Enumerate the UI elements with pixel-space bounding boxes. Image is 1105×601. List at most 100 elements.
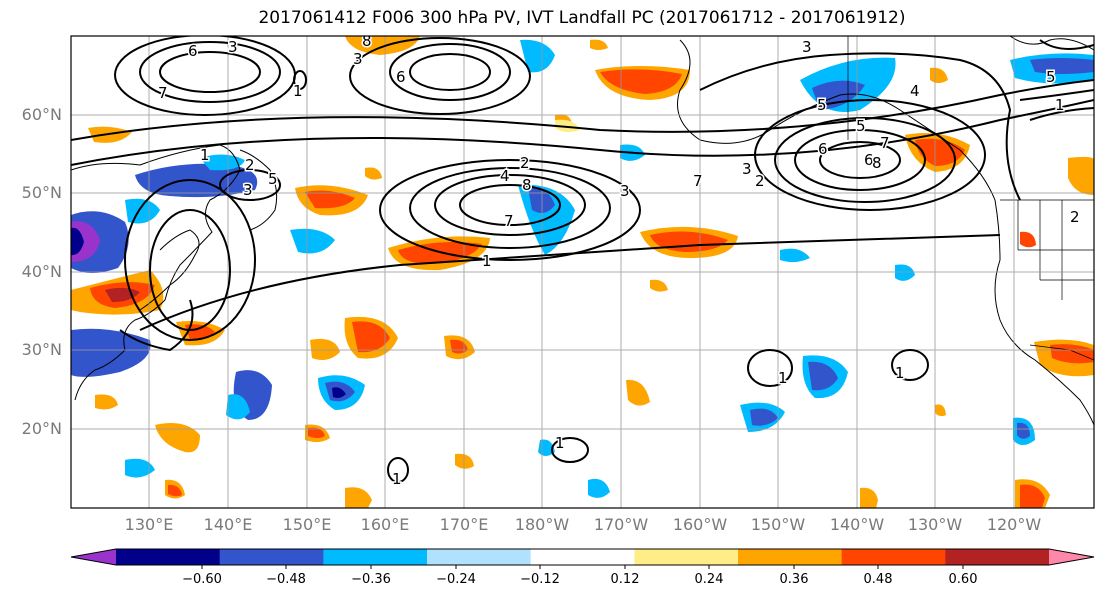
lon-label: 170°E bbox=[439, 515, 489, 534]
lat-label: 20°N bbox=[21, 419, 62, 438]
pv-contour bbox=[387, 457, 409, 483]
pv-contour bbox=[1029, 107, 1094, 121]
colorbar-tick-label: −0.60 bbox=[182, 572, 222, 587]
colorbar-tick-label: 0.12 bbox=[610, 572, 640, 587]
contour-label: 7 bbox=[693, 172, 703, 190]
pv-contour bbox=[379, 159, 641, 261]
fill-negative bbox=[71, 328, 151, 377]
pv-contour bbox=[71, 79, 1094, 141]
contour-label: 8 bbox=[522, 176, 532, 194]
contour-label: 5 bbox=[856, 117, 866, 135]
coastlines bbox=[71, 36, 1094, 426]
fill-positive bbox=[860, 487, 878, 508]
lon-label: 140°E bbox=[203, 515, 253, 534]
pv-contour bbox=[459, 184, 561, 226]
pv-contours bbox=[71, 36, 1094, 483]
pv-contour bbox=[409, 167, 611, 249]
contour-label: 3 bbox=[620, 182, 630, 200]
coastline-hudson bbox=[1009, 36, 1094, 51]
colorbar-tick-label: 0.24 bbox=[694, 572, 724, 587]
fill-negative bbox=[588, 478, 610, 498]
contour-label: 3 bbox=[742, 160, 752, 178]
colorbar-tick-label: −0.24 bbox=[436, 572, 476, 587]
pv-contour bbox=[551, 437, 589, 463]
pv-contour bbox=[219, 169, 281, 201]
fill-positive bbox=[1068, 156, 1094, 195]
fill-negative bbox=[200, 154, 245, 171]
colorbar-segment bbox=[530, 549, 635, 565]
contour-label: 3 bbox=[243, 181, 253, 199]
pv-contour bbox=[434, 174, 586, 236]
contour-label: 7 bbox=[504, 212, 514, 230]
colorbar-segment bbox=[323, 549, 428, 565]
colorbar-extend-min bbox=[71, 549, 116, 565]
pv-contour bbox=[699, 52, 1021, 201]
coastline-kamchatka bbox=[239, 149, 278, 231]
fill-negative bbox=[332, 387, 346, 398]
pv-contour bbox=[159, 51, 261, 93]
fill-positive bbox=[308, 427, 325, 438]
pv-contour bbox=[124, 179, 256, 341]
contour-label: 8 bbox=[362, 32, 372, 50]
colorbar-tick-label: −0.36 bbox=[351, 572, 391, 587]
contour-label: 3 bbox=[353, 50, 363, 68]
colorbar-segment bbox=[945, 549, 1050, 565]
contour-label: 2 bbox=[520, 154, 530, 172]
contour-label: 1 bbox=[895, 364, 905, 382]
pv-contour bbox=[139, 41, 281, 103]
pv-contour bbox=[1019, 89, 1094, 101]
contour-label: 5 bbox=[268, 170, 278, 188]
fill-positive bbox=[1020, 231, 1036, 248]
fill-positive bbox=[555, 119, 580, 133]
coastline-japan bbox=[139, 229, 200, 311]
fill-positive bbox=[935, 404, 946, 417]
fill-negative bbox=[895, 264, 915, 281]
contour-label: 1 bbox=[293, 82, 303, 100]
lon-label: 150°W bbox=[750, 515, 806, 534]
fill-positive bbox=[650, 279, 668, 292]
contour-label: 6 bbox=[864, 151, 874, 169]
pv-contour bbox=[293, 70, 307, 90]
pv-contour bbox=[774, 117, 956, 203]
fill-positive bbox=[105, 287, 140, 302]
lon-label: 120°W bbox=[986, 515, 1042, 534]
lon-label: 160°E bbox=[360, 515, 410, 534]
contour-label: 1 bbox=[392, 470, 402, 488]
fill-positive bbox=[365, 167, 382, 180]
lon-label: 140°W bbox=[829, 515, 885, 534]
colorbar-segments bbox=[71, 549, 1094, 565]
contour-label: 6 bbox=[396, 68, 406, 86]
fill-negative bbox=[1030, 58, 1094, 74]
lat-label: 30°N bbox=[21, 340, 62, 359]
colorbar-tick-label: −0.48 bbox=[266, 572, 306, 587]
fill-negative bbox=[71, 227, 84, 256]
colorbar-tick-label: −0.12 bbox=[520, 572, 560, 587]
fill-positive bbox=[310, 338, 340, 360]
fill-positive bbox=[168, 484, 182, 497]
coastline-asia bbox=[71, 144, 241, 401]
contour-label: 1 bbox=[200, 146, 210, 164]
fill-negative bbox=[125, 458, 155, 478]
lon-label: 150°E bbox=[282, 515, 332, 534]
fill-positive bbox=[1020, 484, 1045, 508]
contour-label: 8 bbox=[872, 154, 882, 172]
colorbar-outline bbox=[70, 548, 1095, 566]
fill-positive bbox=[352, 321, 390, 353]
fill-negative bbox=[520, 39, 555, 73]
contour-label: 1 bbox=[1055, 96, 1065, 114]
fill-positive bbox=[155, 422, 200, 453]
contour-label: 4 bbox=[910, 82, 920, 100]
fill-negative bbox=[750, 408, 778, 426]
pv-contour bbox=[1039, 39, 1094, 50]
border-states bbox=[1017, 200, 1094, 300]
fill-positive bbox=[95, 394, 118, 410]
fill-negative bbox=[290, 228, 335, 254]
colorbar-ticks bbox=[201, 565, 964, 569]
colorbar-tick-label: 0.60 bbox=[948, 572, 978, 587]
fill-positive bbox=[345, 487, 372, 508]
pv-contour bbox=[891, 349, 929, 381]
contour-label: 2 bbox=[245, 156, 255, 174]
colorbar-segment bbox=[219, 549, 324, 565]
contour-label: 1 bbox=[482, 252, 492, 270]
pv-contour bbox=[409, 53, 491, 91]
